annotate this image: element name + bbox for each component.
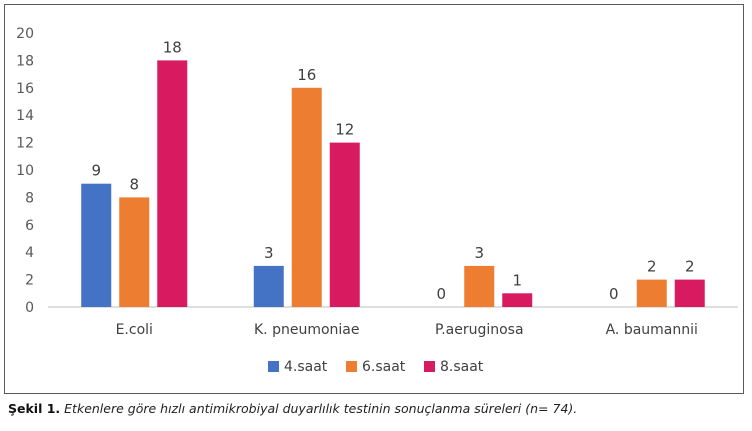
y-tick-label: 16 [16,81,34,97]
data-label: 18 [163,38,182,56]
y-tick-label: 4 [25,245,34,261]
data-label: 0 [609,285,619,303]
legend-swatch [424,361,435,372]
legend-label: 4.saat [284,359,328,375]
x-axis-labels: E.coli K. pneumoniae P.aeruginosa A. bauman… [116,322,698,338]
legend: 4.saat 6.saat 8.saat [268,359,484,375]
y-tick-label: 6 [25,218,34,234]
data-label: 2 [685,258,695,276]
value-labels: 9 8 18 3 16 12 0 3 1 0 2 2 [91,38,694,303]
bar [81,183,112,307]
y-tick-label: 0 [25,300,34,316]
caption-text: Etkenlere göre hızlı antimikrobiyal duya… [64,401,578,416]
legend-swatch [346,361,357,372]
legend-swatch [268,361,279,372]
bar [464,265,495,307]
data-label: 16 [297,66,316,84]
data-label: 0 [436,285,446,303]
y-tick-label: 10 [16,163,34,179]
data-label: 9 [91,162,101,180]
bar [674,279,705,307]
x-tick-label: E.coli [116,322,153,338]
data-label: 8 [129,175,139,193]
x-tick-label: K. pneumoniae [254,322,360,338]
caption-label: Şekil 1. [8,401,61,416]
bar [119,197,150,307]
bar [502,293,533,307]
y-tick-label: 8 [25,190,34,206]
x-tick-label: A. baumannii [606,322,698,338]
bar [636,279,667,307]
x-tick-label: P.aeruginosa [435,322,524,338]
y-tick-label: 18 [16,53,34,69]
bar [157,60,188,308]
figure-caption: Şekil 1. Etkenlere göre hızlı antimikrob… [8,401,577,416]
y-tick-label: 14 [16,108,34,124]
data-label: 3 [264,244,274,262]
y-tick-label: 2 [25,273,34,289]
bar [253,265,284,307]
bar [291,87,322,307]
data-label: 3 [474,244,484,262]
y-tick-label: 12 [16,136,34,152]
y-tick-label: 20 [16,26,34,42]
y-axis-ticks: 0 2 4 6 8 10 12 14 16 18 20 [16,26,34,316]
legend-label: 6.saat [362,359,406,375]
data-label: 1 [512,271,522,289]
data-label: 2 [647,258,657,276]
legend-label: 8.saat [440,359,484,375]
bars [81,60,705,308]
data-label: 12 [335,121,354,139]
bar [329,142,360,307]
chart-frame [4,4,744,394]
